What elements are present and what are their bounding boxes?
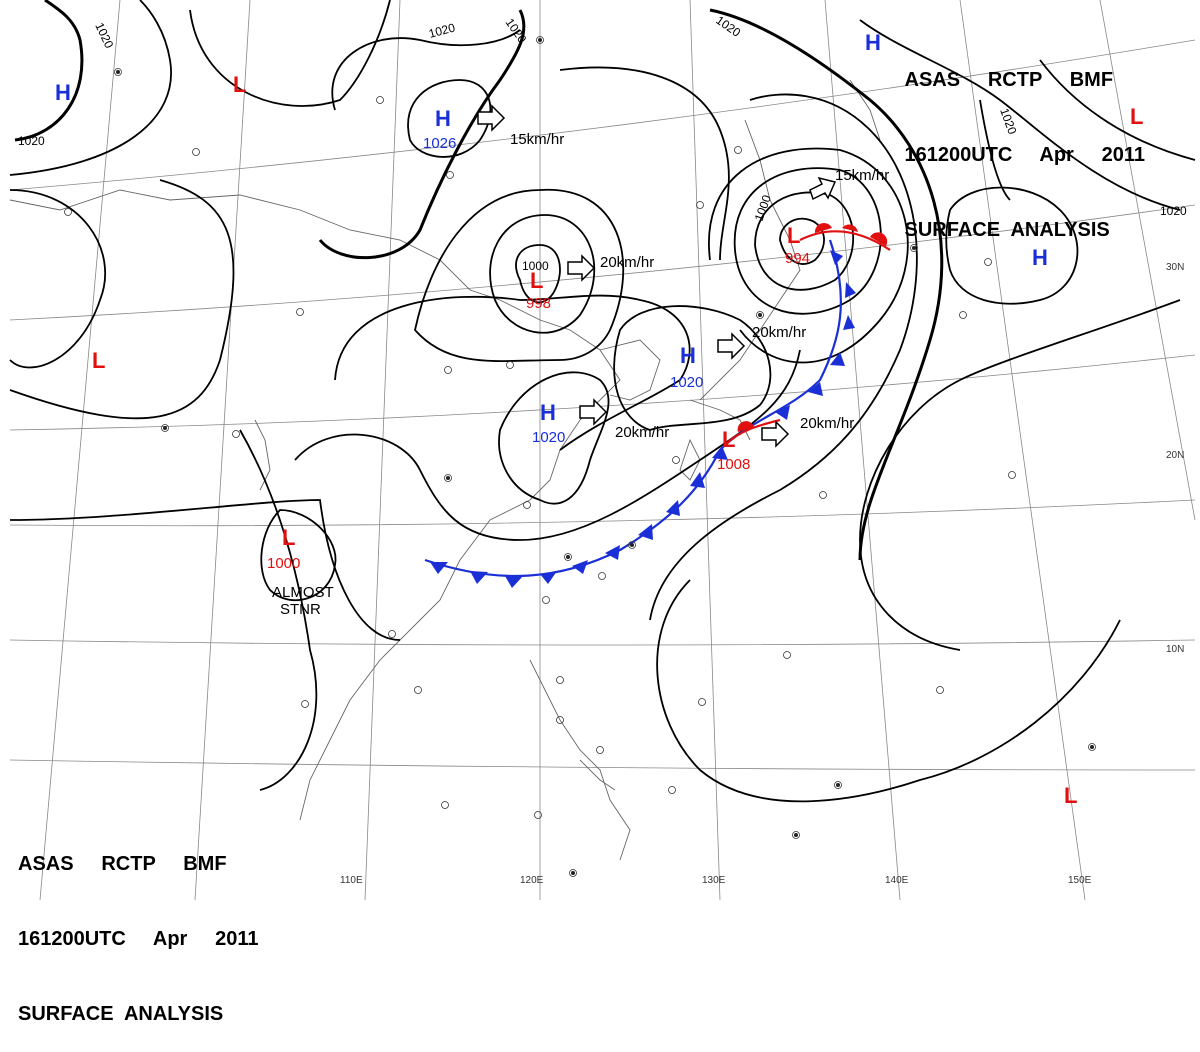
longitude-label: 150E: [1068, 875, 1092, 886]
stationary-note: ALMOST STNR: [272, 584, 334, 618]
isobar: [331, 29, 521, 111]
pressure-value: 1026: [423, 135, 456, 152]
speed-label: 20km/hr: [615, 424, 669, 441]
station-plots-filled: [116, 38, 1094, 875]
isobar: [9, 499, 401, 641]
latitude-label: 10N: [1166, 644, 1184, 655]
speed-label: 15km/hr: [835, 167, 889, 184]
movement-arrow: [809, 176, 837, 201]
isobar: [1039, 59, 1196, 161]
low-pressure-marker: L: [92, 348, 105, 373]
latitude-label: 30N: [1166, 262, 1184, 273]
pressure-value: 1008: [717, 456, 750, 473]
isobar: [859, 19, 1181, 211]
isobar: [649, 93, 918, 621]
stationary-note-line2: STNR: [280, 601, 321, 618]
isobar: [979, 99, 1011, 201]
speed-labels: 15km/hr 20km/hr 20km/hr 20km/hr 15km/hr …: [510, 131, 889, 441]
isobar: [613, 305, 772, 431]
cold-front: [424, 239, 856, 588]
stationary-note-line1: ALMOST: [272, 584, 334, 601]
high-pressure-marker: H: [435, 106, 451, 131]
low-pressure-marker: L: [787, 223, 800, 248]
low-pressure-marker: L: [1064, 783, 1077, 808]
movement-arrow: [477, 104, 506, 132]
longitude-label: 110E: [340, 875, 363, 886]
isobar: [489, 214, 596, 334]
coastlines: [9, 79, 881, 861]
header-line-2: 161200UTC Apr 2011: [18, 928, 259, 950]
longitude-label: 140E: [885, 875, 909, 886]
isobar: [260, 509, 337, 602]
isobar-label: 1020: [1160, 204, 1187, 218]
isobars: [9, 0, 1196, 803]
high-pressure-marker: H: [55, 80, 71, 105]
longitude-label: 120E: [520, 875, 544, 886]
low-pressure-marker: L: [233, 72, 246, 97]
isobar: [559, 66, 730, 261]
pressure-value: 998: [526, 295, 551, 312]
isobar: [334, 294, 691, 451]
isobar: [859, 299, 1181, 651]
isobar: [708, 147, 909, 364]
isobar: [709, 8, 944, 561]
movement-arrow: [567, 254, 596, 282]
station-plots: [64, 36, 1096, 877]
isobar: [945, 186, 1079, 305]
pressure-value: 1000: [267, 555, 300, 572]
longitude-label: 130E: [702, 875, 726, 886]
movement-arrow: [579, 398, 608, 426]
isobar: [733, 167, 882, 315]
pressure-value: 1020: [532, 429, 565, 446]
high-pressure-marker: H: [680, 343, 696, 368]
low-pressure-marker: L: [1130, 104, 1143, 129]
isobar: [318, 9, 526, 260]
graticule-labels: 110E 120E 130E 140E 150E 30N 20N 10N: [340, 262, 1184, 886]
high-pressure-marker: H: [1032, 245, 1048, 270]
pressure-centers: H L H 1026 L 998 H 1020 H 1020 L 994 L 1…: [55, 30, 1143, 808]
isobar: [515, 244, 561, 304]
speed-label: 20km/hr: [600, 254, 654, 271]
isobar: [189, 0, 391, 107]
pressure-value: 1020: [670, 374, 703, 391]
isobar: [9, 189, 106, 369]
header-line-1: ASAS RCTP BMF: [904, 69, 1114, 91]
isobar: [656, 579, 1121, 803]
high-pressure-marker: H: [540, 400, 556, 425]
header-line-3: SURFACE ANALYSIS: [904, 219, 1110, 241]
low-pressure-marker: L: [722, 427, 735, 452]
isobar: [779, 217, 825, 265]
speed-label: 20km/hr: [800, 415, 854, 432]
chart-header-bottom-left: ASAS RCTP BMF 161200UTC Apr 2011 SURFACE…: [18, 802, 259, 1052]
header-line-3: SURFACE ANALYSIS: [18, 1003, 224, 1025]
chart-header-top-right: ASAS RCTP BMF 161200UTC Apr 2011 SURFACE…: [905, 18, 1146, 268]
speed-label: 15km/hr: [510, 131, 564, 148]
isobar-label: 1000: [522, 259, 549, 273]
high-pressure-marker: H: [865, 30, 881, 55]
isobar: [414, 189, 625, 362]
movement-arrow: [717, 332, 746, 360]
isobar: [9, 179, 235, 420]
isobar: [498, 371, 610, 505]
speed-label: 20km/hr: [752, 324, 806, 341]
isobar: [239, 429, 318, 791]
weather-map: 1020 1020 1020 1020 1020 1020 1020 1000 …: [9, 0, 1196, 900]
header-line-2: 161200UTC Apr 2011: [904, 144, 1146, 166]
isobar: [9, 0, 172, 176]
latitude-label: 20N: [1166, 450, 1184, 461]
isobar: [754, 191, 855, 291]
isobar: [14, 0, 84, 142]
pressure-value: 994: [785, 250, 810, 267]
low-pressure-marker: L: [282, 525, 295, 550]
low-pressure-marker: L: [530, 268, 543, 293]
warm-front: [724, 223, 891, 446]
header-line-1: ASAS RCTP BMF: [18, 853, 227, 875]
movement-arrows: [477, 104, 837, 448]
isobar-label: 1020: [18, 134, 45, 148]
isobar-label: 1020: [427, 20, 457, 41]
movement-arrow: [761, 420, 790, 448]
